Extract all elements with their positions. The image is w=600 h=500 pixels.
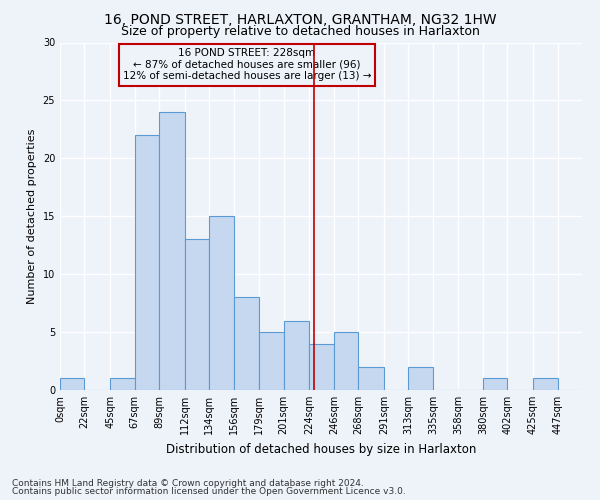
Text: Contains HM Land Registry data © Crown copyright and database right 2024.: Contains HM Land Registry data © Crown c… (12, 478, 364, 488)
X-axis label: Distribution of detached houses by size in Harlaxton: Distribution of detached houses by size … (166, 442, 476, 456)
Bar (209, 216, 233, 390)
Bar (483, 378, 508, 390)
Text: 16 POND STREET: 228sqm
← 87% of detached houses are smaller (96)
12% of semi-det: 16 POND STREET: 228sqm ← 87% of detached… (123, 48, 371, 82)
Text: 16, POND STREET, HARLAXTON, GRANTHAM, NG32 1HW: 16, POND STREET, HARLAXTON, GRANTHAM, NG… (104, 12, 496, 26)
Text: Contains public sector information licensed under the Open Government Licence v3: Contains public sector information licen… (12, 487, 406, 496)
Bar (159, 112, 185, 390)
Bar (134, 135, 159, 390)
Bar (310, 344, 334, 390)
Bar (533, 378, 557, 390)
Bar (259, 332, 284, 390)
Bar (233, 298, 259, 390)
Y-axis label: Number of detached properties: Number of detached properties (27, 128, 37, 304)
Bar (409, 367, 433, 390)
Bar (284, 320, 310, 390)
Bar (60, 378, 85, 390)
Bar (110, 378, 134, 390)
Bar (334, 332, 358, 390)
Bar (185, 240, 209, 390)
Text: Size of property relative to detached houses in Harlaxton: Size of property relative to detached ho… (121, 25, 479, 38)
Bar (358, 367, 384, 390)
